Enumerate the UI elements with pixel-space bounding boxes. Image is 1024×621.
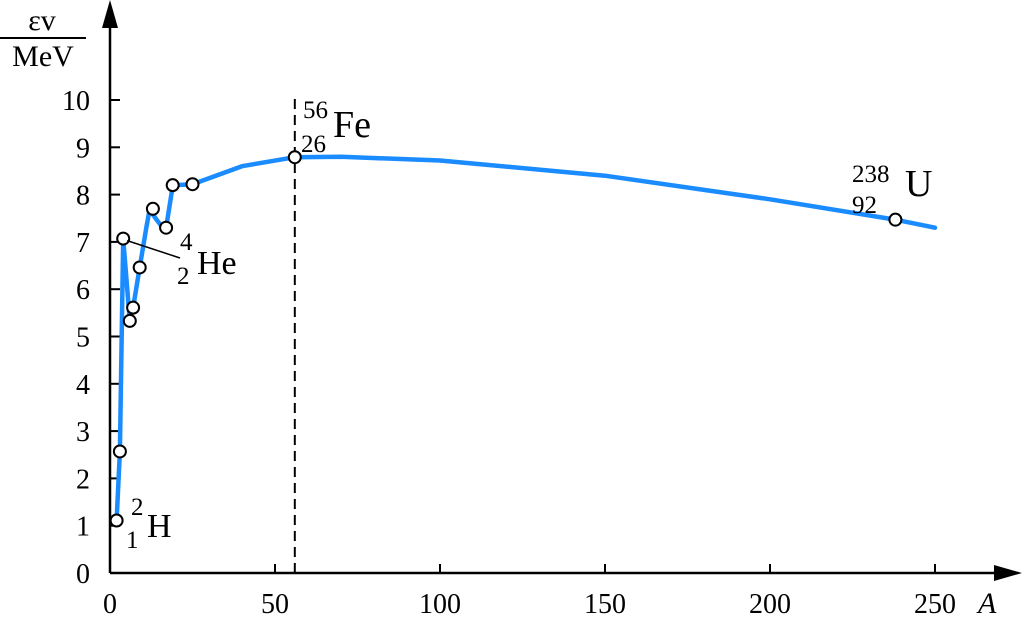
- y-tick-label: 7: [76, 228, 90, 259]
- data-point: [116, 231, 131, 246]
- isotope-symbol: H: [147, 508, 172, 545]
- isotope-symbol: He: [197, 245, 237, 282]
- isotope-symbol: U: [905, 163, 932, 205]
- data-point: [165, 178, 180, 193]
- data-point: [126, 300, 141, 315]
- y-tick-label: 6: [76, 275, 90, 306]
- data-point: [159, 220, 174, 235]
- y-tick-label: 10: [62, 86, 90, 117]
- y-tick-label: 8: [76, 181, 90, 212]
- y-axis-arrow: [102, 0, 118, 28]
- y-tick-label: 5: [76, 323, 90, 354]
- series-line-0: [114, 154, 938, 523]
- data-point: [145, 201, 160, 216]
- he-leader-line: [126, 239, 181, 259]
- y-tick-label: 9: [76, 133, 90, 164]
- data-point: [185, 177, 200, 192]
- isotope-symbol: Fe: [333, 104, 371, 146]
- data-point: [888, 212, 903, 227]
- data-point: [132, 260, 147, 275]
- x-tick-label: 100: [419, 589, 461, 620]
- isotope-mass-number: 238: [852, 161, 890, 188]
- y-axis-title-numerator: εv: [28, 4, 56, 37]
- y-tick-label: 2: [76, 464, 90, 495]
- isotope-atomic-number: 2: [177, 263, 190, 290]
- y-tick-label: 0: [76, 559, 90, 590]
- y-tick-label: 1: [76, 512, 90, 543]
- isotope-atomic-number: 92: [852, 192, 877, 219]
- data-point: [112, 444, 127, 459]
- x-tick-label: 250: [914, 589, 956, 620]
- annotations: 2 1 H 4 2 He 56 26 Fe 238 92 U: [126, 97, 932, 554]
- isotope-mass-number: 56: [303, 97, 328, 124]
- data-points: [109, 150, 903, 528]
- data-point: [122, 313, 137, 328]
- y-tick-label: 4: [76, 370, 90, 401]
- isotope-atomic-number: 26: [301, 131, 326, 158]
- x-tick-label: 0: [103, 589, 117, 620]
- data-point: [109, 513, 124, 528]
- x-axis-title: A: [976, 587, 997, 620]
- isotope-atomic-number: 1: [126, 527, 139, 554]
- x-axis-arrow: [994, 565, 1022, 581]
- x-tick-label: 50: [261, 589, 289, 620]
- y-axis-title-denominator: MeV: [12, 40, 74, 73]
- x-tick-label: 200: [749, 589, 791, 620]
- series-curves: [114, 154, 938, 523]
- y-tick-label: 3: [76, 417, 90, 448]
- isotope-mass-number: 2: [131, 494, 144, 521]
- data-point: [287, 150, 302, 165]
- isotope-mass-number: 4: [180, 229, 193, 256]
- x-tick-label: 150: [584, 589, 626, 620]
